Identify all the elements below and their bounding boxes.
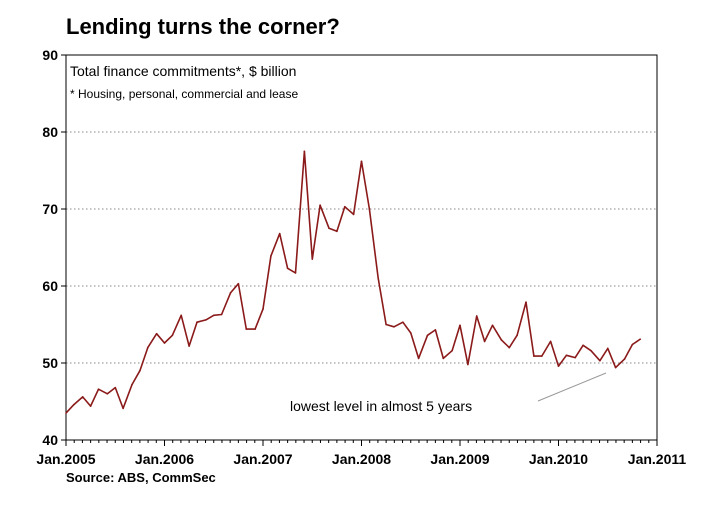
data-point: [205, 319, 207, 321]
data-point: [582, 344, 584, 347]
data-point: [599, 359, 601, 362]
data-point: [508, 346, 511, 349]
x-tick-label: Jan.2007: [233, 451, 292, 467]
y-tick-label: 80: [42, 124, 58, 140]
y-tick-label: 70: [42, 201, 58, 217]
data-point: [122, 407, 124, 410]
data-point: [434, 329, 437, 331]
data-point: [155, 332, 158, 335]
data-point: [540, 355, 543, 357]
data-point: [483, 340, 486, 343]
data-point: [73, 403, 75, 406]
data-point: [89, 405, 92, 407]
data-point: [549, 340, 552, 343]
chart-footnote: * Housing, personal, commercial and leas…: [70, 87, 298, 101]
y-tick-label: 90: [42, 47, 58, 63]
data-point: [254, 328, 256, 330]
data-point: [417, 357, 420, 360]
y-tick-label: 50: [42, 355, 58, 371]
data-point: [328, 227, 330, 230]
data-point: [114, 386, 117, 389]
data-point: [188, 345, 190, 347]
data-point: [426, 334, 429, 337]
data-point: [131, 383, 133, 386]
data-point: [286, 267, 289, 270]
data-point: [631, 343, 634, 346]
data-point: [606, 347, 609, 350]
data-point: [590, 349, 592, 352]
data-point: [402, 321, 404, 323]
data-point: [352, 213, 355, 216]
data-point: [385, 323, 387, 326]
series-points: [65, 150, 642, 414]
data-point: [311, 258, 314, 260]
data-point: [377, 277, 380, 280]
data-point: [65, 412, 67, 414]
data-point: [368, 208, 371, 210]
y-tick-label: 60: [42, 278, 58, 294]
data-point: [500, 339, 503, 341]
chart-title: Lending turns the corner?: [66, 14, 340, 39]
data-point: [196, 321, 198, 323]
data-point: [97, 388, 100, 390]
data-point: [245, 328, 248, 330]
y-tick-label: 40: [42, 432, 58, 448]
data-point: [491, 324, 494, 327]
x-tick-label: Jan.2008: [332, 451, 391, 467]
data-point: [171, 334, 174, 337]
series-line: [65, 150, 641, 414]
data-point: [467, 363, 469, 366]
data-point: [180, 314, 183, 317]
plot-frame: [65, 54, 658, 441]
data-point: [336, 230, 338, 233]
data-point: [442, 357, 445, 360]
data-point: [360, 160, 363, 163]
data-point: [343, 205, 346, 208]
data-point: [459, 324, 461, 327]
data-point: [557, 365, 560, 367]
data-point: [451, 349, 453, 352]
x-axis-ticks: Jan.2005 Jan.2006 Jan.2007 Jan.2008 Jan.2009…: [36, 440, 686, 467]
chart-subtitle: Total finance commitments*, $ billion: [70, 63, 296, 79]
data-point: [229, 292, 232, 294]
x-tick-label: Jan.2011: [628, 451, 687, 467]
data-point: [614, 366, 617, 369]
data-point: [525, 301, 527, 303]
data-point: [475, 315, 478, 317]
data-point: [278, 232, 281, 235]
x-tick-label: Jan.2010: [529, 451, 588, 467]
x-tick-label: Jan.2009: [430, 451, 489, 467]
source-note: Source: ABS, CommSec: [66, 470, 216, 485]
data-point: [319, 204, 321, 206]
annotation-pointer: [537, 372, 607, 402]
data-point: [623, 358, 626, 360]
gridlines: [66, 131, 657, 364]
data-point: [212, 314, 215, 317]
data-point: [220, 313, 223, 316]
data-point: [393, 326, 395, 328]
data-point: [270, 255, 272, 257]
y-axis-ticks: 40 50 60 70 80 90: [42, 47, 66, 448]
data-point: [163, 342, 166, 344]
data-point: [262, 308, 264, 310]
data-point: [146, 346, 149, 349]
data-point: [516, 334, 518, 337]
data-point: [639, 338, 642, 340]
data-point: [294, 272, 297, 274]
x-tick-label: Jan.2006: [135, 451, 194, 467]
data-point: [237, 282, 240, 285]
data-point: [139, 369, 141, 372]
data-point: [533, 355, 535, 357]
data-point: [565, 354, 568, 357]
data-point: [106, 393, 109, 395]
annotation-text: lowest level in almost 5 years: [290, 398, 472, 414]
data-point: [81, 396, 84, 398]
data-point: [409, 332, 412, 334]
data-point: [574, 356, 577, 359]
x-tick-label: Jan.2005: [36, 451, 95, 467]
data-point: [303, 150, 306, 153]
